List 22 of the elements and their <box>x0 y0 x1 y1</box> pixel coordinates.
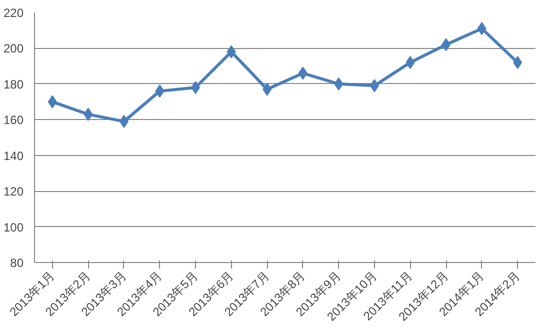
y-tick-label: 120 <box>3 184 24 199</box>
point <box>370 79 379 92</box>
point <box>406 56 415 69</box>
y-tick-label: 100 <box>3 220 24 234</box>
point <box>84 108 93 121</box>
point <box>477 22 486 36</box>
point <box>191 81 200 94</box>
y-tick-label: 160 <box>3 113 24 128</box>
point <box>513 56 522 69</box>
y-tick-label: 200 <box>3 42 24 56</box>
y-tick-label: 220 <box>3 6 24 20</box>
y-tick-label: 180 <box>3 77 24 92</box>
point <box>262 82 272 96</box>
point <box>48 95 57 108</box>
point <box>226 45 236 58</box>
point <box>155 84 164 98</box>
point <box>334 77 344 90</box>
point <box>298 66 308 80</box>
y-tick-label: 80 <box>10 256 24 270</box>
point <box>119 114 128 128</box>
point <box>442 38 451 52</box>
y-tick-label: 140 <box>3 148 24 163</box>
